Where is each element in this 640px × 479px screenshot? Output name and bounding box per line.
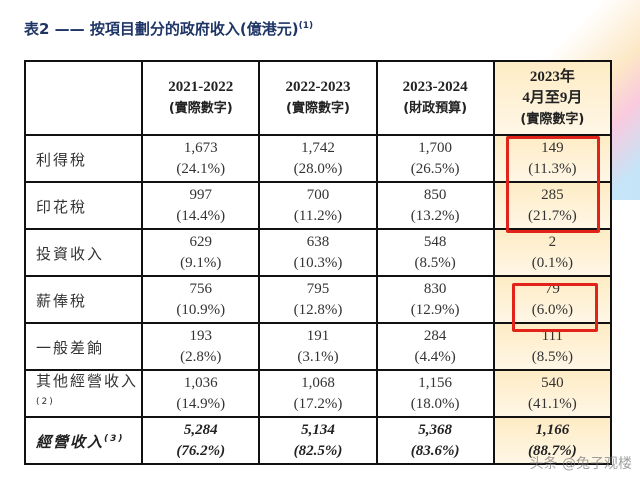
table-row: 印花稅 997 (14.4%) 700 (11.2%) 850 (13.2%) 285 (21.… [23, 181, 613, 230]
header-col-2022: 2022-2023 (實際數字) [258, 60, 378, 136]
table-row: 其他經營收入(2) 1,036 (14.9%) 1,068 (17.2%) 1,156 (1… [23, 369, 613, 418]
value-cell: 700 (11.2%) [258, 181, 378, 230]
header-empty [23, 60, 144, 136]
value-cell: 284 (4.4%) [375, 322, 495, 371]
value-cell: 149 (11.3%) [492, 134, 613, 183]
value-cell: 5,284 (76.2%) [141, 416, 261, 465]
value-cell: 997 (14.4%) [141, 181, 261, 230]
row-label: 其他經營收入(2) [23, 369, 144, 418]
revenue-table: 2021-2022 (實際數字) 2022-2023 (實際數字) 2023-202… [23, 60, 613, 465]
row-label: 印花稅 [23, 181, 144, 230]
value-cell: 1,673 (24.1%) [141, 134, 261, 183]
value-cell: 5,368 (83.6%) [375, 416, 495, 465]
table-row: 投資收入 629 (9.1%) 638 (10.3%) 548 (8.5%) 2 (0.1%) [23, 228, 613, 277]
value-cell: 1,068 (17.2%) [258, 369, 378, 418]
highlight-box [506, 136, 600, 233]
value-cell: 540 (41.1%) [492, 369, 613, 418]
table-row: 利得稅 1,673 (24.1%) 1,742 (28.0%) 1,700 (26.5%) 1… [23, 134, 613, 183]
value-cell: 850 (13.2%) [375, 181, 495, 230]
value-cell: 1,742 (28.0%) [258, 134, 378, 183]
header-col-2023: 2023-2024 (財政預算) [375, 60, 495, 136]
value-cell: 193 (2.8%) [141, 322, 261, 371]
value-cell: 1,700 (26.5%) [375, 134, 495, 183]
header-col-2023-apr-sep: 2023年 4月至9月 (實際數字) [492, 60, 613, 136]
value-cell: 2 (0.1%) [492, 228, 613, 277]
value-cell: 285 (21.7%) [492, 181, 613, 230]
header-col-2021: 2021-2022 (實際數字) [141, 60, 261, 136]
value-cell: 5,134 (82.5%) [258, 416, 378, 465]
value-cell: 548 (8.5%) [375, 228, 495, 277]
value-cell: 638 (10.3%) [258, 228, 378, 277]
value-cell: 830 (12.9%) [375, 275, 495, 324]
row-label: 經營收入(3) [23, 416, 144, 465]
table-title: 表2 —— 按項目劃分的政府收入(億港元)(1) [24, 20, 314, 38]
value-cell: 756 (10.9%) [141, 275, 261, 324]
value-cell: 1,036 (14.9%) [141, 369, 261, 418]
watermark: 头条 @兔子观楼 [529, 456, 632, 472]
value-cell: 629 (9.1%) [141, 228, 261, 277]
header-row: 2021-2022 (實際數字) 2022-2023 (實際數字) 2023-202… [23, 60, 613, 136]
value-cell: 795 (12.8%) [258, 275, 378, 324]
value-cell: 1,166 (88.7%) [492, 416, 613, 465]
row-label: 利得稅 [23, 134, 144, 183]
row-label: 投資收入 [23, 228, 144, 277]
table-row: 經營收入(3) 5,284 (76.2%) 5,134 (82.5%) 5,368 (83.… [23, 416, 613, 465]
row-label: 薪俸稅 [23, 275, 144, 324]
highlight-box [512, 283, 598, 332]
value-cell: 1,156 (18.0%) [375, 369, 495, 418]
table-row: 一般差餉 193 (2.8%) 191 (3.1%) 284 (4.4%) 111 (8.5%) [23, 322, 613, 371]
row-label: 一般差餉 [23, 322, 144, 371]
value-cell: 191 (3.1%) [258, 322, 378, 371]
